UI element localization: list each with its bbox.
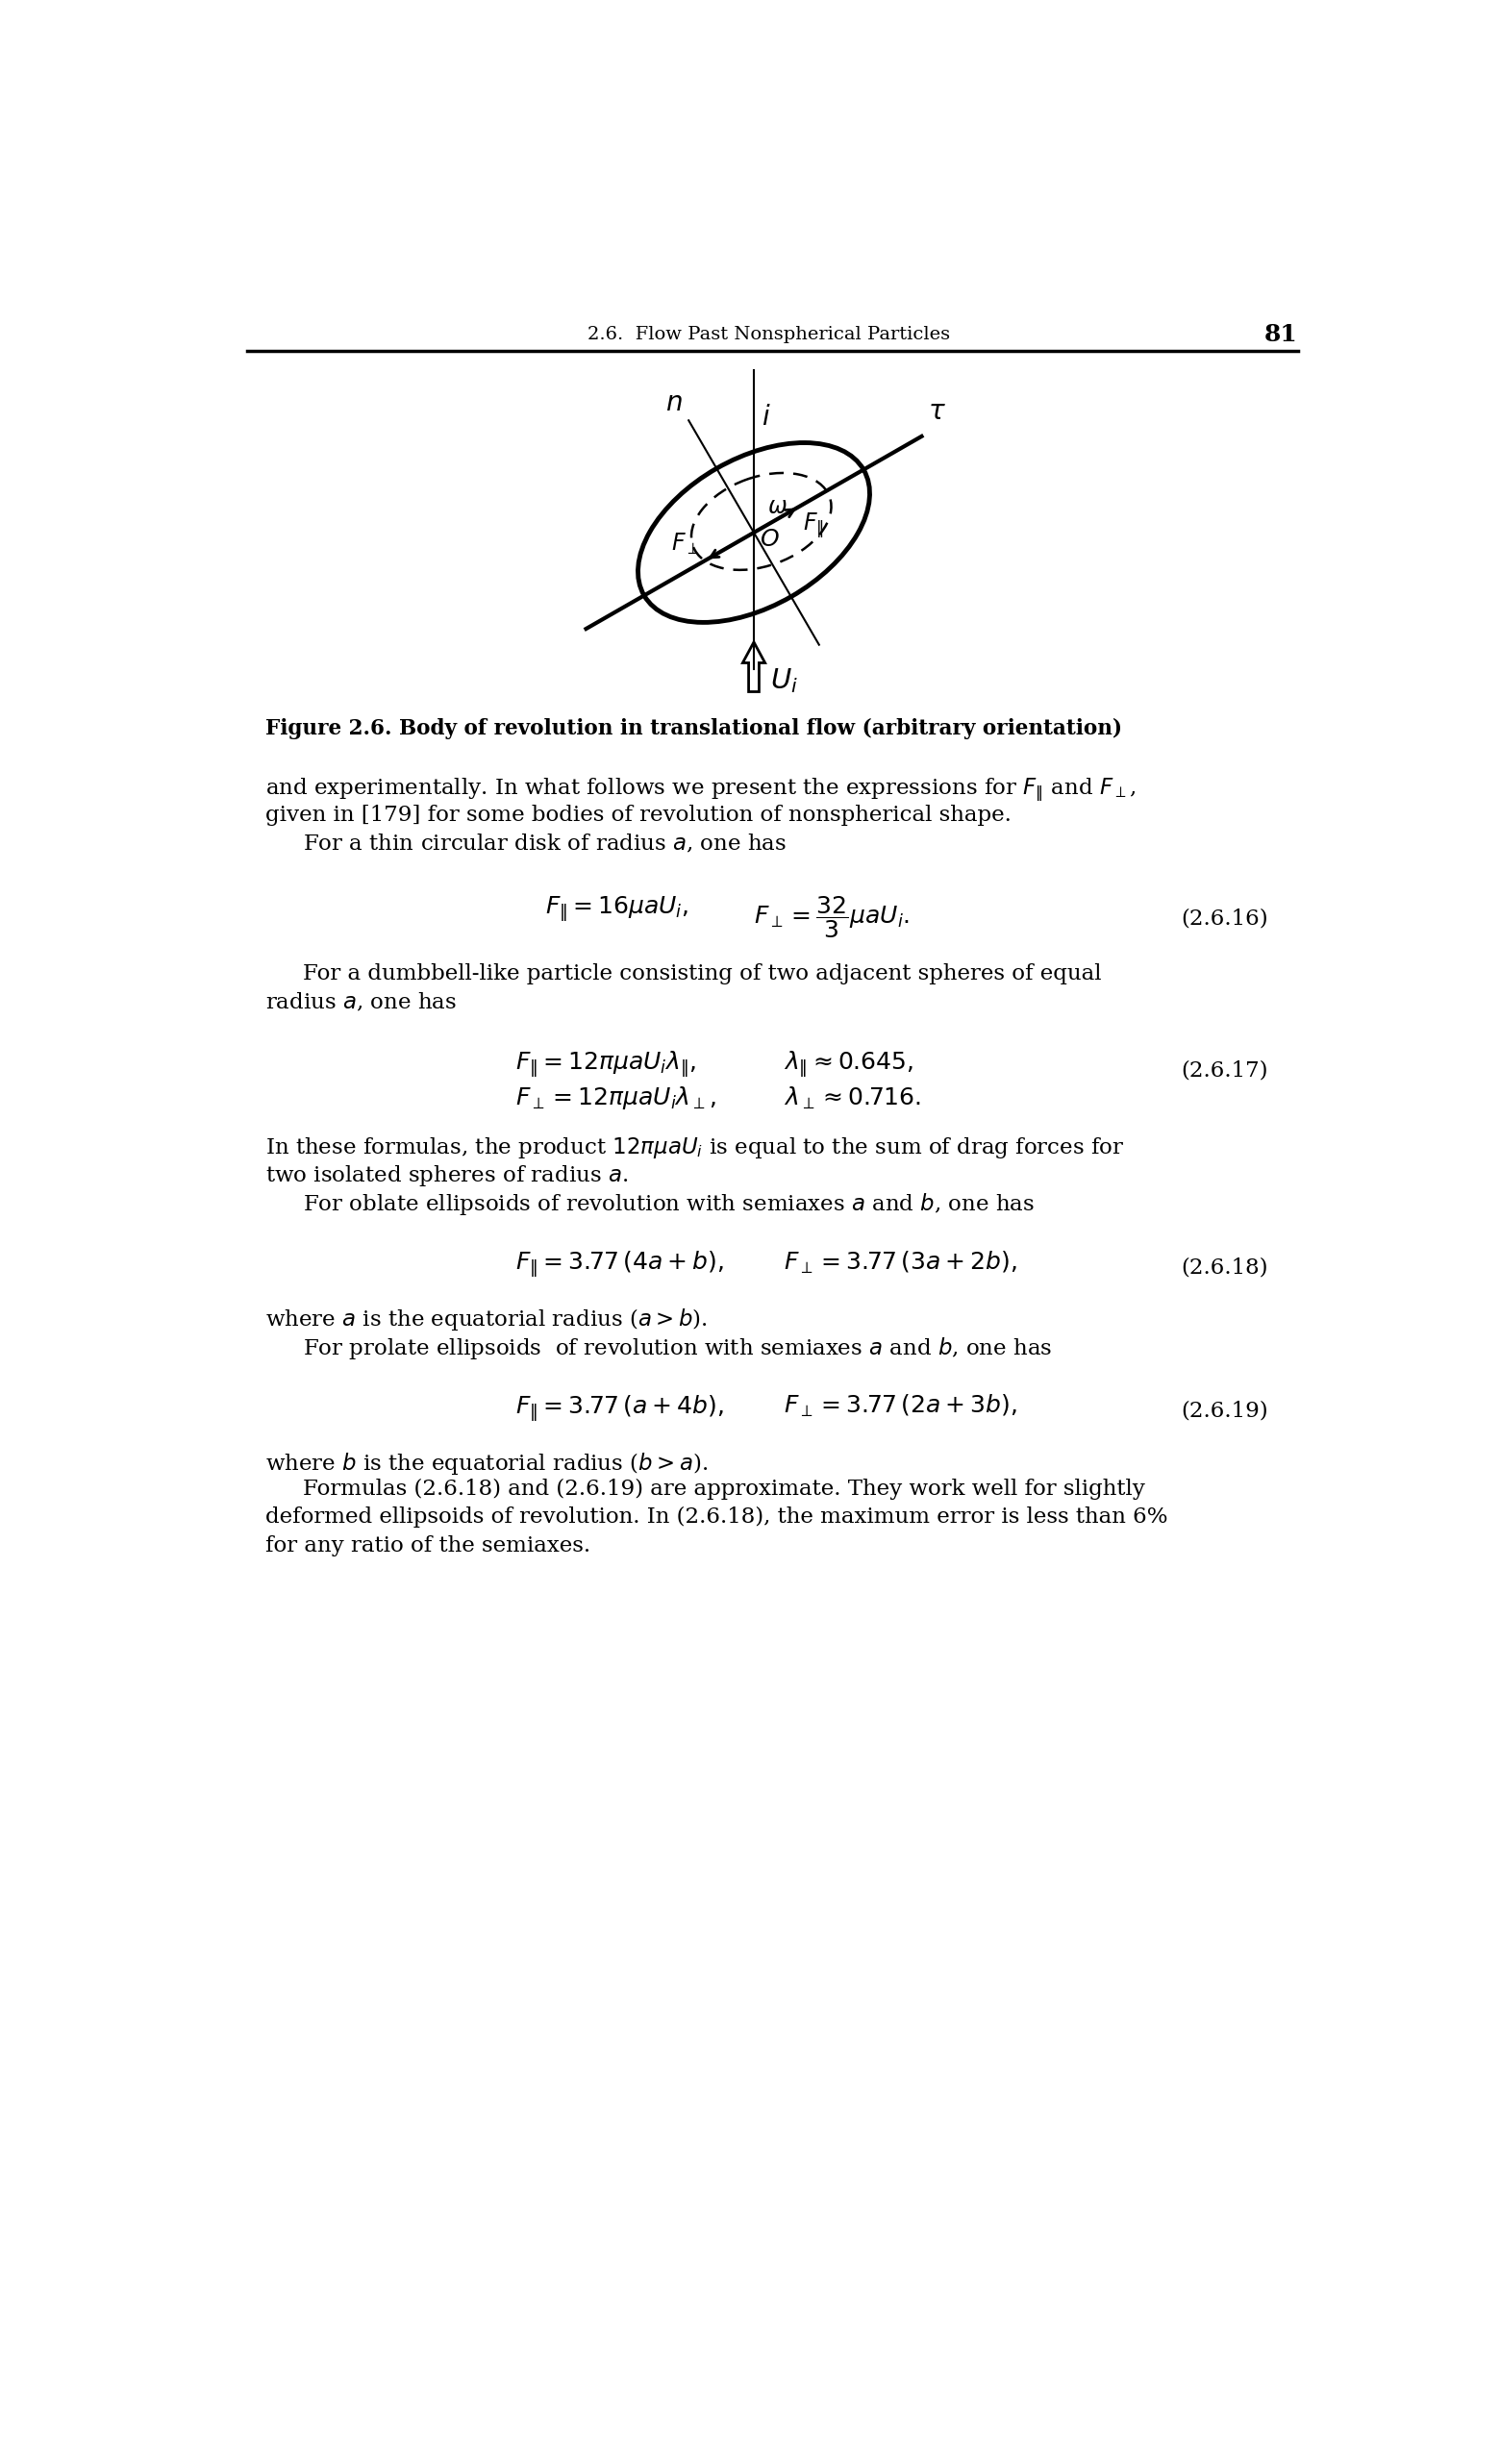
Text: $F_{\perp} = \dfrac{32}{3}\mu a U_i.$: $F_{\perp} = \dfrac{32}{3}\mu a U_i.$ (754, 894, 909, 941)
Text: where $b$ is the equatorial radius ($b > a$).: where $b$ is the equatorial radius ($b >… (266, 1451, 708, 1476)
Text: (2.6.19): (2.6.19) (1180, 1400, 1267, 1422)
Text: In these formulas, the product $12\pi\mu a U_i$ is equal to the sum of drag forc: In these formulas, the product $12\pi\mu… (266, 1136, 1125, 1161)
Text: (2.6.18): (2.6.18) (1180, 1257, 1267, 1279)
Text: given in [179] for some bodies of revolution of nonspherical shape.: given in [179] for some bodies of revolu… (266, 806, 1012, 825)
Text: $\tau$: $\tau$ (927, 399, 945, 426)
Text: $\omega$: $\omega$ (768, 495, 788, 517)
Text: $F_{\perp}$: $F_{\perp}$ (671, 532, 699, 557)
Text: $F_{\|} = 12\pi\mu a U_i\lambda_{\|},$: $F_{\|} = 12\pi\mu a U_i\lambda_{\|},$ (516, 1050, 696, 1079)
Text: $\lambda_{\|} \approx 0.645,$: $\lambda_{\|} \approx 0.645,$ (783, 1050, 914, 1079)
Text: (2.6.17): (2.6.17) (1180, 1060, 1267, 1082)
Text: $F_{\perp} = 12\pi\mu a U_i\lambda_{\perp},$: $F_{\perp} = 12\pi\mu a U_i\lambda_{\per… (516, 1084, 716, 1111)
Text: deformed ellipsoids of revolution. In (2.6.18), the maximum error is less than 6: deformed ellipsoids of revolution. In (2… (266, 1508, 1169, 1528)
Text: For prolate ellipsoids  of revolution with semiaxes $a$ and $b$, one has: For prolate ellipsoids of revolution wit… (303, 1335, 1053, 1360)
Text: $F_{\|}$: $F_{\|}$ (802, 510, 824, 540)
Text: $n$: $n$ (666, 392, 682, 416)
Text: $F_{\|} = 3.77\,(a+4b),$: $F_{\|} = 3.77\,(a+4b),$ (516, 1392, 723, 1422)
Text: For a dumbbell-like particle consisting of two adjacent spheres of equal: For a dumbbell-like particle consisting … (303, 963, 1101, 986)
Text: radius $a$, one has: radius $a$, one has (266, 991, 458, 1013)
Text: 2.6.  Flow Past Nonspherical Particles: 2.6. Flow Past Nonspherical Particles (588, 325, 950, 342)
Text: $F_{\|} = 3.77\,(4a+b),$: $F_{\|} = 3.77\,(4a+b),$ (516, 1249, 723, 1279)
Text: For a thin circular disk of radius $a$, one has: For a thin circular disk of radius $a$, … (303, 833, 788, 855)
Text: $U_i$: $U_i$ (770, 668, 798, 695)
Text: 81: 81 (1264, 323, 1298, 345)
Text: for any ratio of the semiaxes.: for any ratio of the semiaxes. (266, 1535, 591, 1557)
Text: $F_{\|} = 16\mu a U_i,$: $F_{\|} = 16\mu a U_i,$ (544, 894, 688, 924)
Text: $F_{\perp} = 3.77\,(3a+2b),$: $F_{\perp} = 3.77\,(3a+2b),$ (783, 1249, 1017, 1276)
Text: $F_{\perp} = 3.77\,(2a+3b),$: $F_{\perp} = 3.77\,(2a+3b),$ (783, 1392, 1017, 1419)
Text: $i$: $i$ (762, 404, 771, 431)
Text: (2.6.16): (2.6.16) (1180, 907, 1267, 929)
Text: For oblate ellipsoids of revolution with semiaxes $a$ and $b$, one has: For oblate ellipsoids of revolution with… (303, 1193, 1035, 1217)
Text: where $a$ is the equatorial radius ($a > b$).: where $a$ is the equatorial radius ($a >… (266, 1306, 708, 1333)
Text: Formulas (2.6.18) and (2.6.19) are approximate. They work well for slightly: Formulas (2.6.18) and (2.6.19) are appro… (303, 1478, 1144, 1501)
Text: Figure 2.6. Body of revolution in translational flow (arbitrary orientation): Figure 2.6. Body of revolution in transl… (266, 717, 1122, 739)
Text: and experimentally. In what follows we present the expressions for $F_{\|}$ and : and experimentally. In what follows we p… (266, 776, 1136, 806)
Text: $O$: $O$ (760, 530, 780, 552)
Text: two isolated spheres of radius $a$.: two isolated spheres of radius $a$. (266, 1163, 628, 1188)
Text: $\lambda_{\perp} \approx 0.716.$: $\lambda_{\perp} \approx 0.716.$ (783, 1084, 921, 1111)
